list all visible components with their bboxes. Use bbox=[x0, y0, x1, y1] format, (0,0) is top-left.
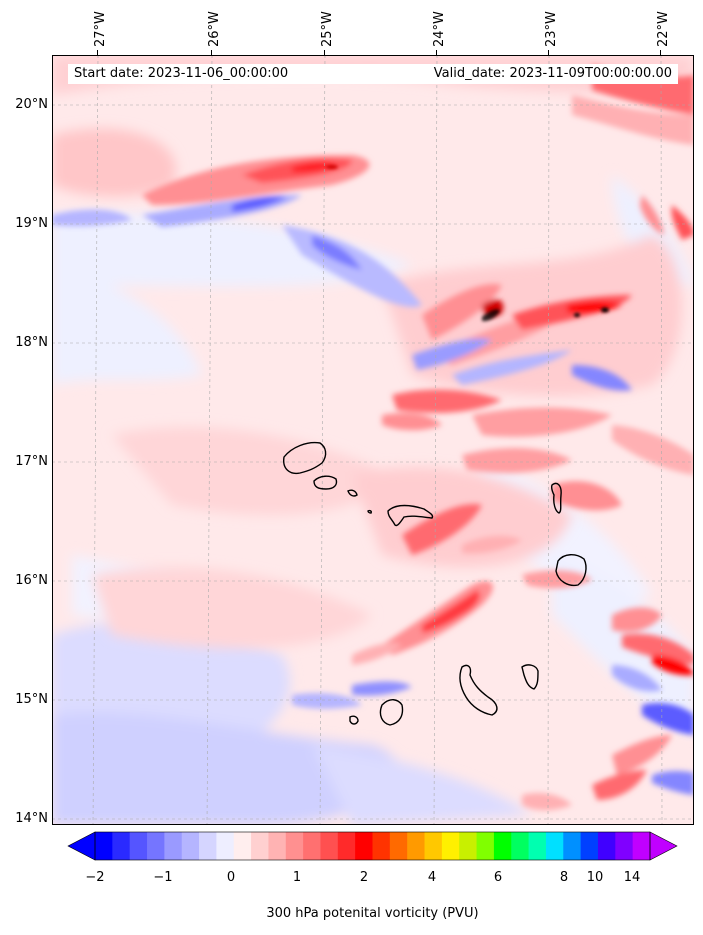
island-santa-luzia bbox=[347, 489, 358, 497]
lat-tick-labels: 20°N 19°N 18°N 17°N 16°N 15°N 14°N bbox=[0, 0, 52, 830]
colorbar-swatch bbox=[147, 832, 165, 860]
colorbar-swatch bbox=[199, 832, 217, 860]
colorbar-swatch bbox=[389, 832, 408, 860]
colorbar-swatch bbox=[251, 832, 269, 860]
island-sao-nicolau bbox=[387, 504, 434, 527]
colorbar-min-arrow bbox=[67, 831, 96, 861]
pv-map bbox=[52, 55, 694, 825]
colorbar-swatch bbox=[441, 832, 460, 860]
lon-tick-26w: 26°W bbox=[207, 11, 222, 47]
lon-tick-mark bbox=[436, 50, 437, 55]
island-sao-vicente bbox=[313, 475, 338, 490]
start-date-text: Start date: 2023-11-06_00:00:00 bbox=[74, 66, 289, 81]
pv-filaments bbox=[52, 65, 694, 811]
lat-tick-17n: 17°N bbox=[15, 454, 48, 469]
lon-tick-27w: 27°W bbox=[93, 11, 108, 47]
lat-tick-16n: 16°N bbox=[15, 573, 48, 588]
colorbar-swatch bbox=[528, 832, 547, 860]
island-branco bbox=[367, 509, 372, 514]
lon-tick-23w: 23°W bbox=[544, 11, 559, 47]
lon-tick-22w: 22°W bbox=[656, 11, 671, 47]
colorbar-swatch bbox=[597, 832, 616, 860]
colorbar-swatch bbox=[580, 832, 599, 860]
cb-tick-label: 14 bbox=[623, 870, 641, 885]
island-boa-vista bbox=[555, 554, 587, 587]
cb-tick-label: 8 bbox=[559, 870, 569, 885]
colorbar-swatch bbox=[372, 832, 391, 860]
island-santiago bbox=[459, 664, 498, 716]
colorbar-swatch bbox=[459, 832, 478, 860]
lat-tick-19n: 19°N bbox=[15, 216, 48, 231]
lon-tick-mark bbox=[211, 50, 212, 55]
colorbar-swatch bbox=[476, 832, 495, 860]
island-outlines bbox=[283, 441, 587, 726]
lat-tick-14n: 14°N bbox=[15, 811, 48, 826]
graticule bbox=[52, 55, 694, 825]
colorbar-label: 300 hPa potenital vorticity (PVU) bbox=[266, 906, 479, 921]
lat-tick-20n: 20°N bbox=[15, 97, 48, 112]
colorbar-swatch bbox=[129, 832, 148, 860]
colorbar-swatch bbox=[337, 832, 356, 860]
colorbar-swatch bbox=[285, 832, 304, 860]
lon-tick-24w: 24°W bbox=[432, 11, 447, 47]
cb-tick-label: −2 bbox=[85, 870, 105, 885]
colorbar-swatch bbox=[563, 832, 582, 860]
colorbar-swatch bbox=[112, 832, 131, 860]
colorbar-swatch bbox=[268, 832, 287, 860]
colorbar-swatch bbox=[355, 832, 373, 860]
lat-tick-15n: 15°N bbox=[15, 692, 48, 707]
island-sal bbox=[550, 482, 562, 514]
colorbar-swatch bbox=[493, 832, 512, 860]
cb-tick-label: 2 bbox=[359, 870, 369, 885]
colorbar-swatch bbox=[303, 832, 321, 860]
valid-date-text: Valid_date: 2023-11-09T00:00:00.00 bbox=[433, 66, 672, 81]
map-panel: Start date: 2023-11-06_00:00:00 Valid_da… bbox=[52, 55, 694, 825]
island-fogo bbox=[379, 699, 404, 726]
cb-tick-label: 6 bbox=[493, 870, 503, 885]
colorbar-swatch bbox=[164, 832, 183, 860]
lon-tick-25w: 25°W bbox=[320, 11, 335, 47]
island-santo-antao bbox=[283, 441, 327, 475]
cb-tick-label: 4 bbox=[427, 870, 437, 885]
colorbar-swatch bbox=[95, 832, 113, 860]
island-brava bbox=[349, 715, 359, 725]
cb-tick-label: 10 bbox=[586, 870, 604, 885]
colorbar-max-arrow bbox=[649, 831, 678, 861]
colorbar-tick-labels: −2 −1 0 1 2 4 6 8 10 12 14 bbox=[0, 870, 703, 888]
colorbar-swatch bbox=[632, 832, 651, 860]
lon-tick-mark bbox=[660, 50, 661, 55]
colorbar-segments bbox=[95, 832, 651, 860]
lat-tick-18n: 18°N bbox=[15, 335, 48, 350]
colorbar-swatch bbox=[320, 832, 339, 860]
colorbar-swatch bbox=[424, 832, 443, 860]
colorbar-swatch bbox=[216, 832, 235, 860]
lon-tick-labels: 27°W 26°W 25°W 24°W 23°W 22°W bbox=[0, 0, 703, 55]
colorbar-swatch bbox=[545, 832, 564, 860]
colorbar-swatch bbox=[233, 832, 252, 860]
lon-tick-mark bbox=[97, 50, 98, 55]
cb-tick-label: −1 bbox=[153, 870, 173, 885]
cb-tick-label: 1 bbox=[292, 870, 302, 885]
island-maio bbox=[521, 664, 539, 690]
pv-peaks bbox=[326, 165, 609, 322]
colorbar-swatch bbox=[407, 832, 426, 860]
lon-tick-mark bbox=[548, 50, 549, 55]
colorbar: −2 −1 0 1 2 4 6 8 10 12 14 300 hPa poten… bbox=[0, 828, 703, 928]
date-info-box: Start date: 2023-11-06_00:00:00 Valid_da… bbox=[68, 64, 678, 84]
lon-tick-mark bbox=[324, 50, 325, 55]
colorbar-swatch bbox=[511, 832, 530, 860]
colorbar-frame bbox=[94, 831, 651, 861]
cb-tick-label: 0 bbox=[226, 870, 236, 885]
colorbar-graphic bbox=[67, 831, 678, 861]
colorbar-swatch bbox=[181, 832, 200, 860]
colorbar-swatch bbox=[615, 832, 634, 860]
